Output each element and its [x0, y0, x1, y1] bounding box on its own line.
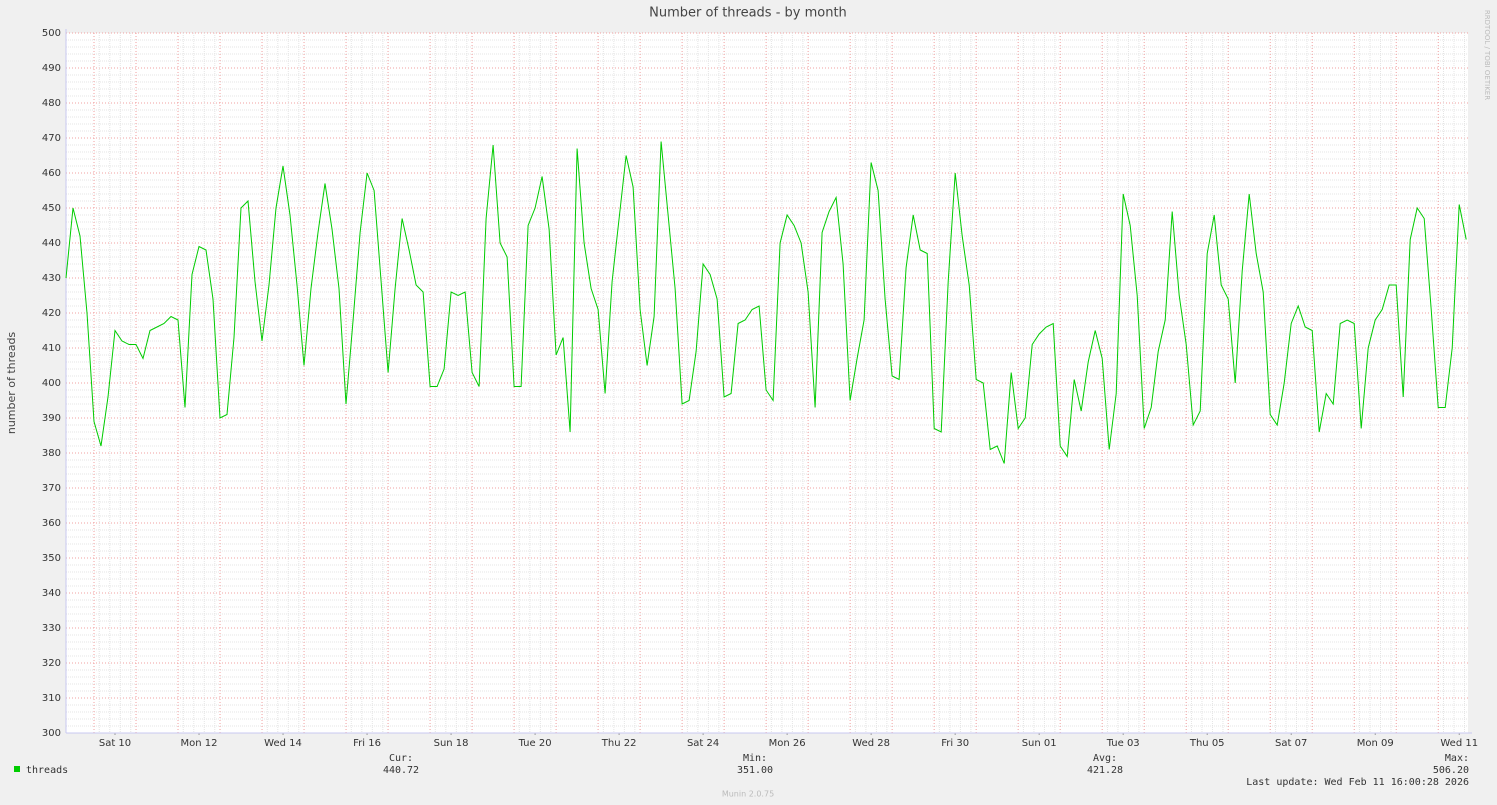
y-tick-label: 490 — [42, 63, 61, 74]
y-tick-label: 440 — [42, 238, 61, 249]
x-tick-label: Fri 16 — [353, 738, 381, 749]
y-tick-label: 450 — [42, 203, 61, 214]
y-tick-label: 460 — [42, 168, 61, 179]
y-tick-label: 330 — [42, 623, 61, 634]
y-tick-label: 390 — [42, 413, 61, 424]
side-text: RRDTOOL / TOBI OETIKER — [1483, 10, 1491, 100]
y-tick-label: 500 — [42, 28, 61, 39]
y-tick-label: 420 — [42, 308, 61, 319]
stat-value: 506.20 — [1433, 765, 1469, 776]
footer: Munin 2.0.75 — [722, 790, 774, 799]
y-tick-label: 370 — [42, 483, 61, 494]
y-tick-label: 400 — [42, 378, 61, 389]
y-tick-label: 480 — [42, 98, 61, 109]
x-tick-label: Wed 14 — [264, 738, 302, 749]
last-update: Last update: Wed Feb 11 16:00:28 2026 — [1246, 777, 1469, 788]
x-tick-label: Tue 03 — [1106, 738, 1140, 749]
x-tick-label: Sat 10 — [99, 738, 131, 749]
y-tick-label: 320 — [42, 658, 61, 669]
legend-label: threads — [26, 765, 68, 776]
stat-label: Min: — [743, 753, 767, 764]
y-tick-label: 310 — [42, 693, 61, 704]
x-tick-label: Fri 30 — [941, 738, 969, 749]
x-tick-label: Thu 22 — [601, 738, 637, 749]
y-tick-label: 430 — [42, 273, 61, 284]
x-tick-label: Tue 20 — [518, 738, 552, 749]
x-tick-label: Sat 07 — [1275, 738, 1307, 749]
stat-label: Cur: — [389, 753, 413, 764]
x-tick-label: Sun 18 — [434, 738, 469, 749]
stat-value: 440.72 — [383, 765, 419, 776]
y-tick-label: 410 — [42, 343, 61, 354]
y-axis-label: number of threads — [5, 332, 18, 435]
x-tick-label: Sun 01 — [1022, 738, 1057, 749]
stat-value: 351.00 — [737, 765, 773, 776]
y-tick-label: 360 — [42, 518, 61, 529]
x-tick-label: Thu 05 — [1189, 738, 1225, 749]
plot-area — [66, 33, 1468, 733]
y-tick-label: 380 — [42, 448, 61, 459]
y-tick-label: 340 — [42, 588, 61, 599]
stat-label: Max: — [1445, 753, 1469, 764]
y-tick-label: 300 — [42, 728, 61, 739]
x-tick-label: Mon 09 — [1357, 738, 1394, 749]
series-line — [65, 141, 1467, 464]
x-tick-label: Wed 28 — [852, 738, 890, 749]
x-tick-label: Wed 11 — [1440, 738, 1478, 749]
x-tick-label: Mon 26 — [769, 738, 806, 749]
y-tick-label: 350 — [42, 553, 61, 564]
chart-title: Number of threads - by month — [649, 6, 847, 21]
x-tick-label: Mon 12 — [181, 738, 218, 749]
legend-swatch — [14, 766, 20, 772]
x-tick-label: Sat 24 — [687, 738, 719, 749]
stat-value: 421.28 — [1087, 765, 1123, 776]
stat-label: Avg: — [1093, 753, 1117, 764]
y-tick-label: 470 — [42, 133, 61, 144]
